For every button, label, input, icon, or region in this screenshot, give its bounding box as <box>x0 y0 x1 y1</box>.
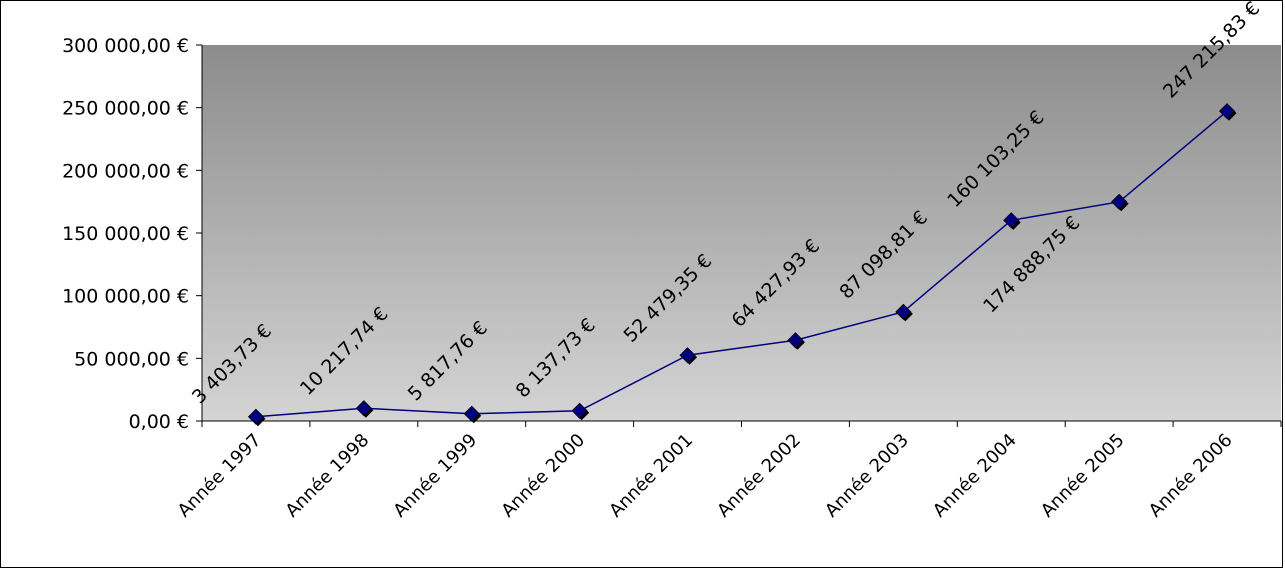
x-tick-label: Année 1999 <box>389 430 481 522</box>
data-point <box>247 408 265 425</box>
data-point <box>355 400 372 417</box>
data-point <box>787 332 804 349</box>
y-tick-label: 200 000,00 € <box>62 160 189 182</box>
x-tick-label: Année 2006 <box>1145 430 1237 522</box>
y-tick-label: 0,00 € <box>129 411 189 433</box>
y-tick-label: 300 000,00 € <box>62 35 189 57</box>
y-tick-label: 250 000,00 € <box>62 98 189 120</box>
x-tick-label: Année 2003 <box>821 430 913 522</box>
data-point <box>895 303 912 320</box>
x-tick-label: Année 2001 <box>605 430 697 522</box>
data-point <box>463 405 480 422</box>
plot-area <box>202 45 1281 421</box>
x-tick-label: Année 2005 <box>1037 430 1129 522</box>
data-point <box>571 402 588 419</box>
y-tick-label: 100 000,00 € <box>62 286 189 308</box>
x-tick-label: Année 2000 <box>497 430 589 522</box>
data-point <box>679 347 696 364</box>
x-tick-label: Année 1997 <box>174 430 266 522</box>
data-point <box>1218 103 1236 120</box>
x-tick-label: Année 2004 <box>929 430 1021 522</box>
x-tick-label: Année 1998 <box>282 430 374 522</box>
data-point <box>1111 193 1128 210</box>
data-point <box>1003 212 1020 229</box>
x-tick-label: Année 2002 <box>713 430 805 522</box>
series-line <box>255 110 1228 418</box>
y-tick-label: 50 000,00 € <box>74 348 189 370</box>
y-tick-label: 150 000,00 € <box>62 223 189 245</box>
